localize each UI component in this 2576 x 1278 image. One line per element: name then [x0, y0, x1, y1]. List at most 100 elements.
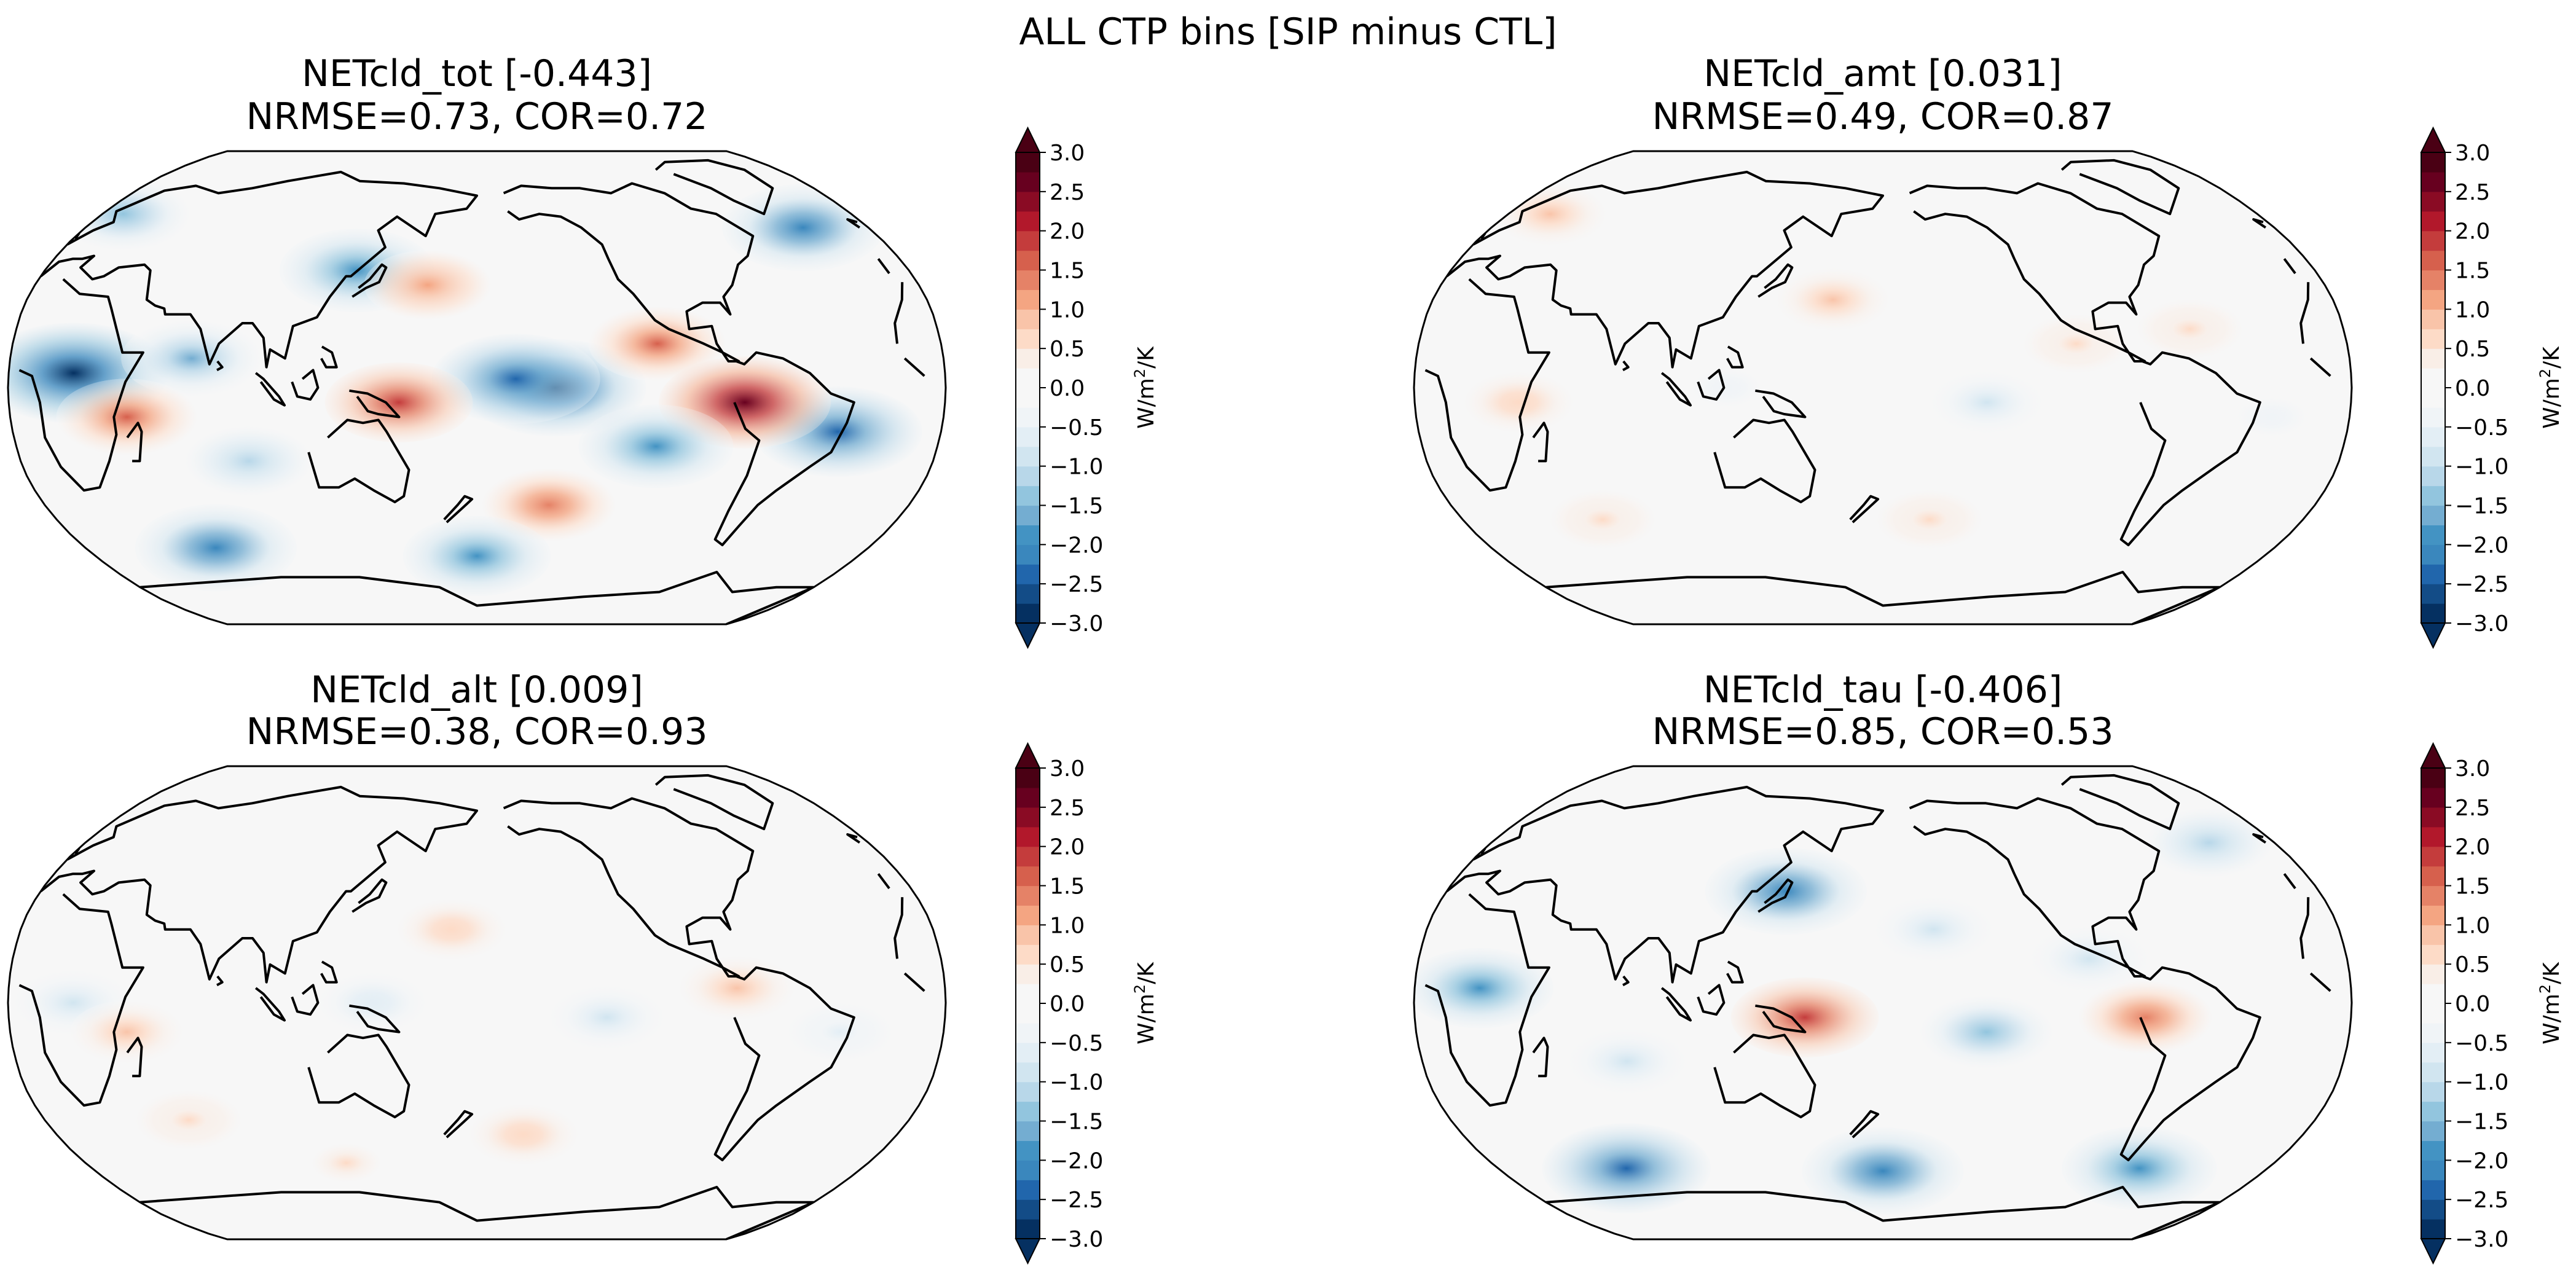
colorbar: 3.0 2.5 2.0 1.5 1.0 0.5 0.0 −0.5 −1.0 −1.5 −2.0 −2.… — [1015, 742, 1159, 1265]
colorbar-segment — [2421, 807, 2445, 828]
anomaly-blob — [548, 985, 666, 1050]
colorbar-segment — [2421, 925, 2445, 945]
panels: NETcld_tot [-0.443]NRMSE=0.73, COR=0.72 3… — [7, 52, 2564, 1265]
coastline — [2060, 774, 2180, 831]
colorbar-segment — [2421, 787, 2445, 808]
colorbar-label-prefix: W/m — [1134, 378, 1159, 429]
colorbar-segment — [2421, 505, 2445, 526]
colorbar-segment — [2421, 171, 2445, 192]
colorbar-segment — [2421, 525, 2445, 545]
coastline — [1757, 878, 1794, 913]
colorbar: 3.0 2.5 2.0 1.5 1.0 0.5 0.0 −0.5 −1.0 −1.5 −2.0 −2.… — [2420, 126, 2564, 649]
colorbar-tick-label: −1.0 — [1050, 1070, 1103, 1096]
colorbar-tick-label: −3.0 — [2455, 1227, 2508, 1252]
colorbar-segment — [1016, 603, 1040, 624]
colorbar: 3.0 2.5 2.0 1.5 1.0 0.5 0.0 −0.5 −1.0 −1.5 −2.0 −2.… — [1015, 126, 1159, 649]
colorbar-segment — [2421, 944, 2445, 965]
anomaly-blob — [185, 426, 313, 496]
colorbar-segment — [1016, 505, 1040, 526]
colorbar-extend-min — [1015, 1238, 1041, 1265]
anomaly-blob — [56, 378, 198, 456]
colorbar-tick-label: 3.0 — [2455, 141, 2490, 166]
colorbar-segment — [1016, 787, 1040, 808]
anomaly-blob — [2145, 807, 2273, 878]
colorbar-label-suffix: /K — [2539, 346, 2564, 369]
colorbar-segment — [1016, 1219, 1040, 1239]
colorbar-tick-label: −1.0 — [1050, 455, 1103, 480]
anomaly-blob — [121, 320, 262, 397]
colorbar-segment — [1016, 807, 1040, 828]
colorbar: 3.0 2.5 2.0 1.5 1.0 0.5 0.0 −0.5 −1.0 −1.5 −2.0 −2.… — [2420, 742, 2564, 1265]
colorbar-segment — [2421, 368, 2445, 388]
anomaly-blob — [1493, 182, 1607, 246]
colorbar-extend-min — [1015, 622, 1041, 649]
colorbar-label-prefix: W/m — [2539, 994, 2564, 1045]
colorbar-tick-label: −2.0 — [1050, 1148, 1103, 1174]
colorbar-tick-label: 2.0 — [1050, 219, 1085, 245]
colorbar-segment — [2421, 270, 2445, 291]
colorbar-segment — [2421, 885, 2445, 906]
colorbar-segment — [1016, 1101, 1040, 1122]
colorbar-segment — [2421, 544, 2445, 565]
anomaly-blob — [468, 1104, 579, 1166]
colorbar-segment — [1016, 171, 1040, 192]
coastline — [216, 975, 224, 987]
colorbar-segment — [1016, 984, 1040, 1004]
map-field — [1414, 151, 2352, 624]
coastline — [320, 960, 338, 984]
anomaly-blob — [1873, 896, 1994, 963]
colorbar-segment — [1016, 289, 1040, 310]
colorbar-label: W/m2/K — [1131, 962, 1159, 1045]
colorbar-extend-min — [2420, 1238, 2446, 1265]
coastline — [351, 878, 388, 913]
colorbar-tick-label: −2.0 — [1050, 533, 1103, 558]
colorbar-segment — [1016, 250, 1040, 271]
colorbar-segment — [1016, 230, 1040, 251]
coastline — [320, 345, 338, 369]
anomaly-blob — [1566, 1028, 1687, 1095]
colorbar-tick-label: 1.0 — [1050, 913, 1085, 938]
anomaly-blob — [2062, 1126, 2217, 1210]
coastline — [1424, 278, 2331, 492]
coastline — [1849, 495, 1880, 523]
map-background — [8, 766, 946, 1239]
colorbar-segment — [1016, 1062, 1040, 1083]
colorbar-tick-label: 1.5 — [1050, 874, 1085, 900]
colorbar-label-suffix: /K — [1134, 962, 1159, 984]
panel-title: NETcld_amt [0.031] — [1703, 52, 2062, 95]
colorbar-tick-label: −2.0 — [2455, 533, 2508, 558]
colorbar-tick-label: −1.5 — [1050, 1110, 1103, 1135]
anomaly-blob — [135, 504, 297, 592]
coastline — [1755, 1004, 1807, 1033]
colorbar-segment — [2421, 329, 2445, 349]
colorbar-segment — [1016, 191, 1040, 212]
colorbar-segment — [2421, 152, 2445, 173]
colorbar-tick-label: 1.5 — [1050, 259, 1085, 284]
coastline — [2060, 159, 2180, 216]
colorbar-tick-label: 1.5 — [2455, 259, 2490, 284]
colorbar-segment — [1016, 826, 1040, 847]
coastline — [1697, 369, 1726, 401]
colorbar-segment — [2421, 1160, 2445, 1180]
colorbar-segment — [1016, 944, 1040, 965]
coastline — [126, 421, 143, 463]
anomaly-blob — [1930, 370, 2044, 434]
coastline — [1660, 987, 1692, 1022]
anomaly-blob — [317, 972, 428, 1033]
anomaly-blob — [1876, 490, 1983, 549]
coastline — [254, 987, 286, 1022]
map-background — [1414, 766, 2352, 1239]
coastline — [713, 351, 855, 546]
anomaly-blob — [324, 362, 473, 443]
coastline — [1757, 263, 1794, 298]
colorbar-label: W/m2/K — [2537, 346, 2564, 429]
map-border — [7, 150, 947, 625]
anomaly-blob — [678, 955, 796, 1021]
colorbar-segment — [2421, 388, 2445, 408]
colorbar-segment — [2421, 984, 2445, 1004]
colorbar-segment — [2421, 1101, 2445, 1122]
coastline — [307, 418, 410, 504]
colorbar-tick-label: 0.5 — [1050, 952, 1085, 978]
colorbar-segment — [1016, 964, 1040, 984]
colorbar-extend-max — [2420, 742, 2446, 769]
